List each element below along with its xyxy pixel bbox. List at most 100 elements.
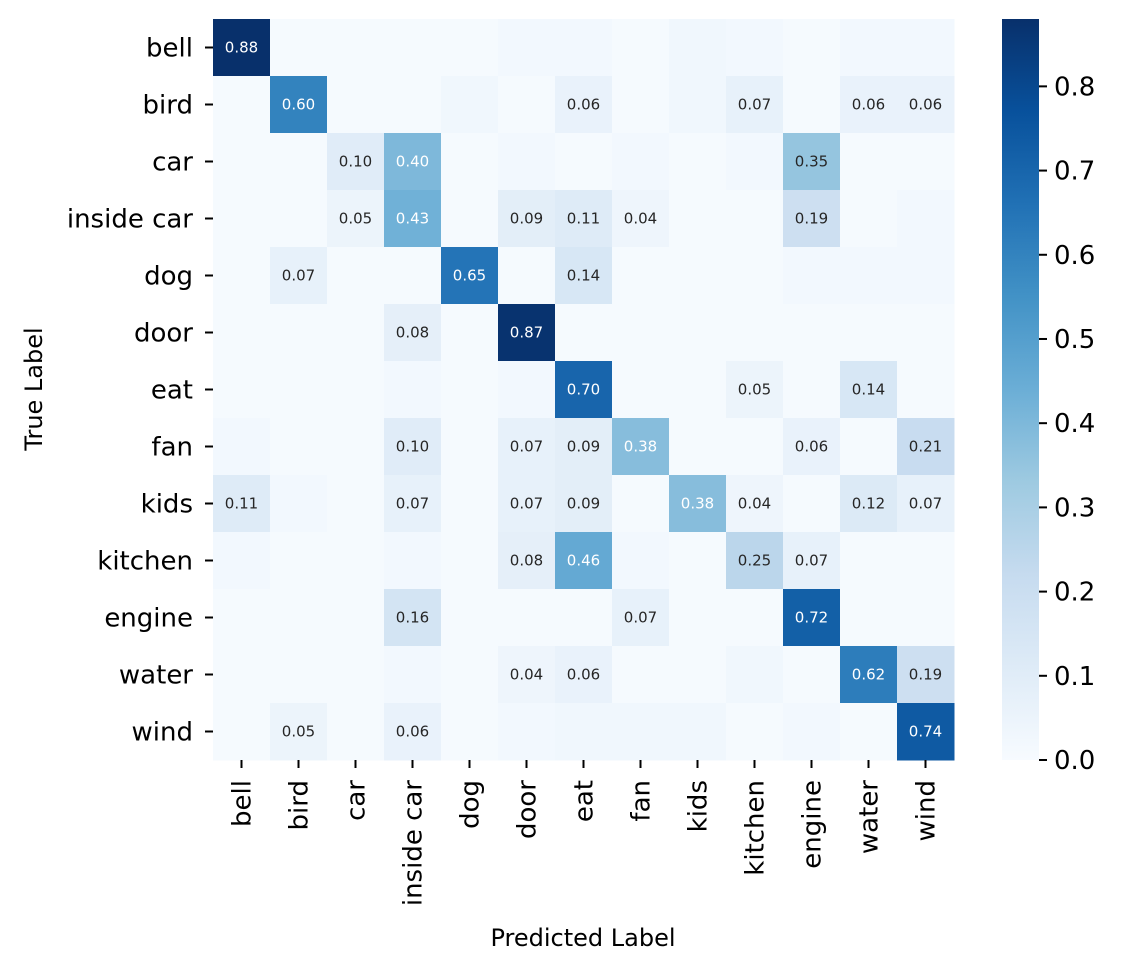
heatmap-cell	[384, 247, 442, 305]
heatmap-cell	[213, 76, 271, 134]
y-tick-label: door	[134, 319, 193, 349]
heatmap-cell	[384, 133, 442, 191]
heatmap-cell	[897, 19, 955, 77]
heatmap-cell	[840, 703, 898, 761]
cell-value-label: 0.07	[396, 495, 429, 513]
heatmap-cell	[213, 703, 271, 761]
heatmap-cell	[612, 361, 670, 419]
y-tick-label: kids	[141, 490, 193, 520]
heatmap-cell	[612, 703, 670, 761]
heatmap-cell	[441, 190, 499, 248]
heatmap-cell	[384, 646, 442, 704]
heatmap-cell	[783, 133, 841, 191]
y-tick-label: wind	[132, 718, 193, 748]
heatmap-cell	[441, 133, 499, 191]
colorbar-tick-label: 0.6	[1054, 241, 1095, 271]
colorbar-tick-label: 0.7	[1054, 157, 1095, 187]
heatmap-cell	[840, 361, 898, 419]
cell-value-label: 0.14	[852, 381, 885, 399]
heatmap-cell	[669, 247, 727, 305]
heatmap-cell	[840, 133, 898, 191]
heatmap-cell	[726, 190, 784, 248]
heatmap-cell	[612, 247, 670, 305]
heatmap-cell	[498, 304, 556, 362]
heatmap-cell	[213, 532, 271, 590]
cell-value-label: 0.09	[510, 210, 543, 228]
colorbar-tick-label: 0.3	[1054, 493, 1095, 523]
heatmap-cell	[555, 418, 613, 476]
heatmap-cell	[783, 247, 841, 305]
heatmap-cell	[840, 475, 898, 533]
heatmap-cell	[669, 190, 727, 248]
heatmap-cell	[783, 361, 841, 419]
cell-value-label: 0.11	[225, 495, 258, 513]
y-axis-title: True Label	[20, 327, 48, 451]
colorbar-tick-label: 0.2	[1054, 578, 1095, 608]
heatmap-cell	[783, 475, 841, 533]
heatmap-cell	[270, 589, 328, 647]
cell-value-label: 0.19	[795, 210, 828, 228]
heatmap-cell	[783, 646, 841, 704]
heatmap-cell	[498, 589, 556, 647]
x-tick-label: wind	[912, 780, 942, 841]
heatmap-cell	[498, 646, 556, 704]
heatmap-cell	[726, 646, 784, 704]
y-axis: bell bird car inside car dog door eat fan kids ki…	[67, 34, 213, 748]
x-tick-label: bird	[285, 780, 315, 830]
heatmap-cell	[498, 247, 556, 305]
heatmap-cell	[327, 247, 385, 305]
heatmap-cell	[441, 589, 499, 647]
heatmap-cell	[669, 304, 727, 362]
cell-value-label: 0.65	[453, 267, 486, 285]
cell-value-label: 0.06	[852, 96, 885, 114]
heatmap-cell	[897, 247, 955, 305]
heatmap-cell	[669, 19, 727, 77]
heatmap-cell	[840, 304, 898, 362]
cell-value-label: 0.62	[852, 666, 885, 684]
cell-labels: 0.88 0.60 0.06 0.07 0.06 0.06 0.10 0.40 0.35 0.05…	[225, 39, 942, 741]
colorbar-tick-label: 0.0	[1054, 746, 1095, 776]
heatmap-cell	[897, 76, 955, 134]
cell-value-label: 0.06	[795, 438, 828, 456]
heatmap-cell	[669, 589, 727, 647]
heatmap-cell	[897, 475, 955, 533]
heatmap-cell	[840, 247, 898, 305]
heatmap-cell	[783, 703, 841, 761]
heatmap-cell	[726, 532, 784, 590]
heatmap-cell	[327, 646, 385, 704]
heatmap-cell	[213, 133, 271, 191]
colorbar-tick-label: 0.8	[1054, 72, 1095, 102]
x-tick-label: car	[342, 780, 372, 821]
heatmap-cell	[840, 589, 898, 647]
cell-value-label: 0.06	[909, 96, 942, 114]
x-tick-label: eat	[570, 780, 600, 822]
y-tick-label: car	[152, 148, 193, 178]
heatmap-cell	[270, 532, 328, 590]
heatmap-cell	[327, 190, 385, 248]
heatmap-cell	[783, 418, 841, 476]
cell-value-label: 0.07	[510, 438, 543, 456]
cell-value-label: 0.74	[909, 723, 942, 741]
heatmap-cell	[327, 19, 385, 77]
heatmap-cell	[612, 475, 670, 533]
heatmap-cell	[498, 418, 556, 476]
cell-value-label: 0.40	[396, 153, 429, 171]
heatmap-cell	[213, 475, 271, 533]
x-tick-label: engine	[798, 780, 828, 869]
heatmap-cell	[669, 703, 727, 761]
heatmap-cell	[498, 76, 556, 134]
cell-value-label: 0.43	[396, 210, 429, 228]
heatmap-cell	[270, 418, 328, 476]
heatmap-cell	[270, 361, 328, 419]
heatmap-cell	[384, 361, 442, 419]
heatmap-cell	[783, 304, 841, 362]
heatmap-cell	[270, 190, 328, 248]
heatmap-cell	[270, 703, 328, 761]
cell-value-label: 0.07	[738, 96, 771, 114]
heatmap-cell	[441, 361, 499, 419]
heatmap-cell	[327, 361, 385, 419]
colorbar-tick-label: 0.4	[1054, 409, 1095, 439]
x-tick-label: door	[513, 780, 543, 839]
cell-value-label: 0.10	[339, 153, 372, 171]
